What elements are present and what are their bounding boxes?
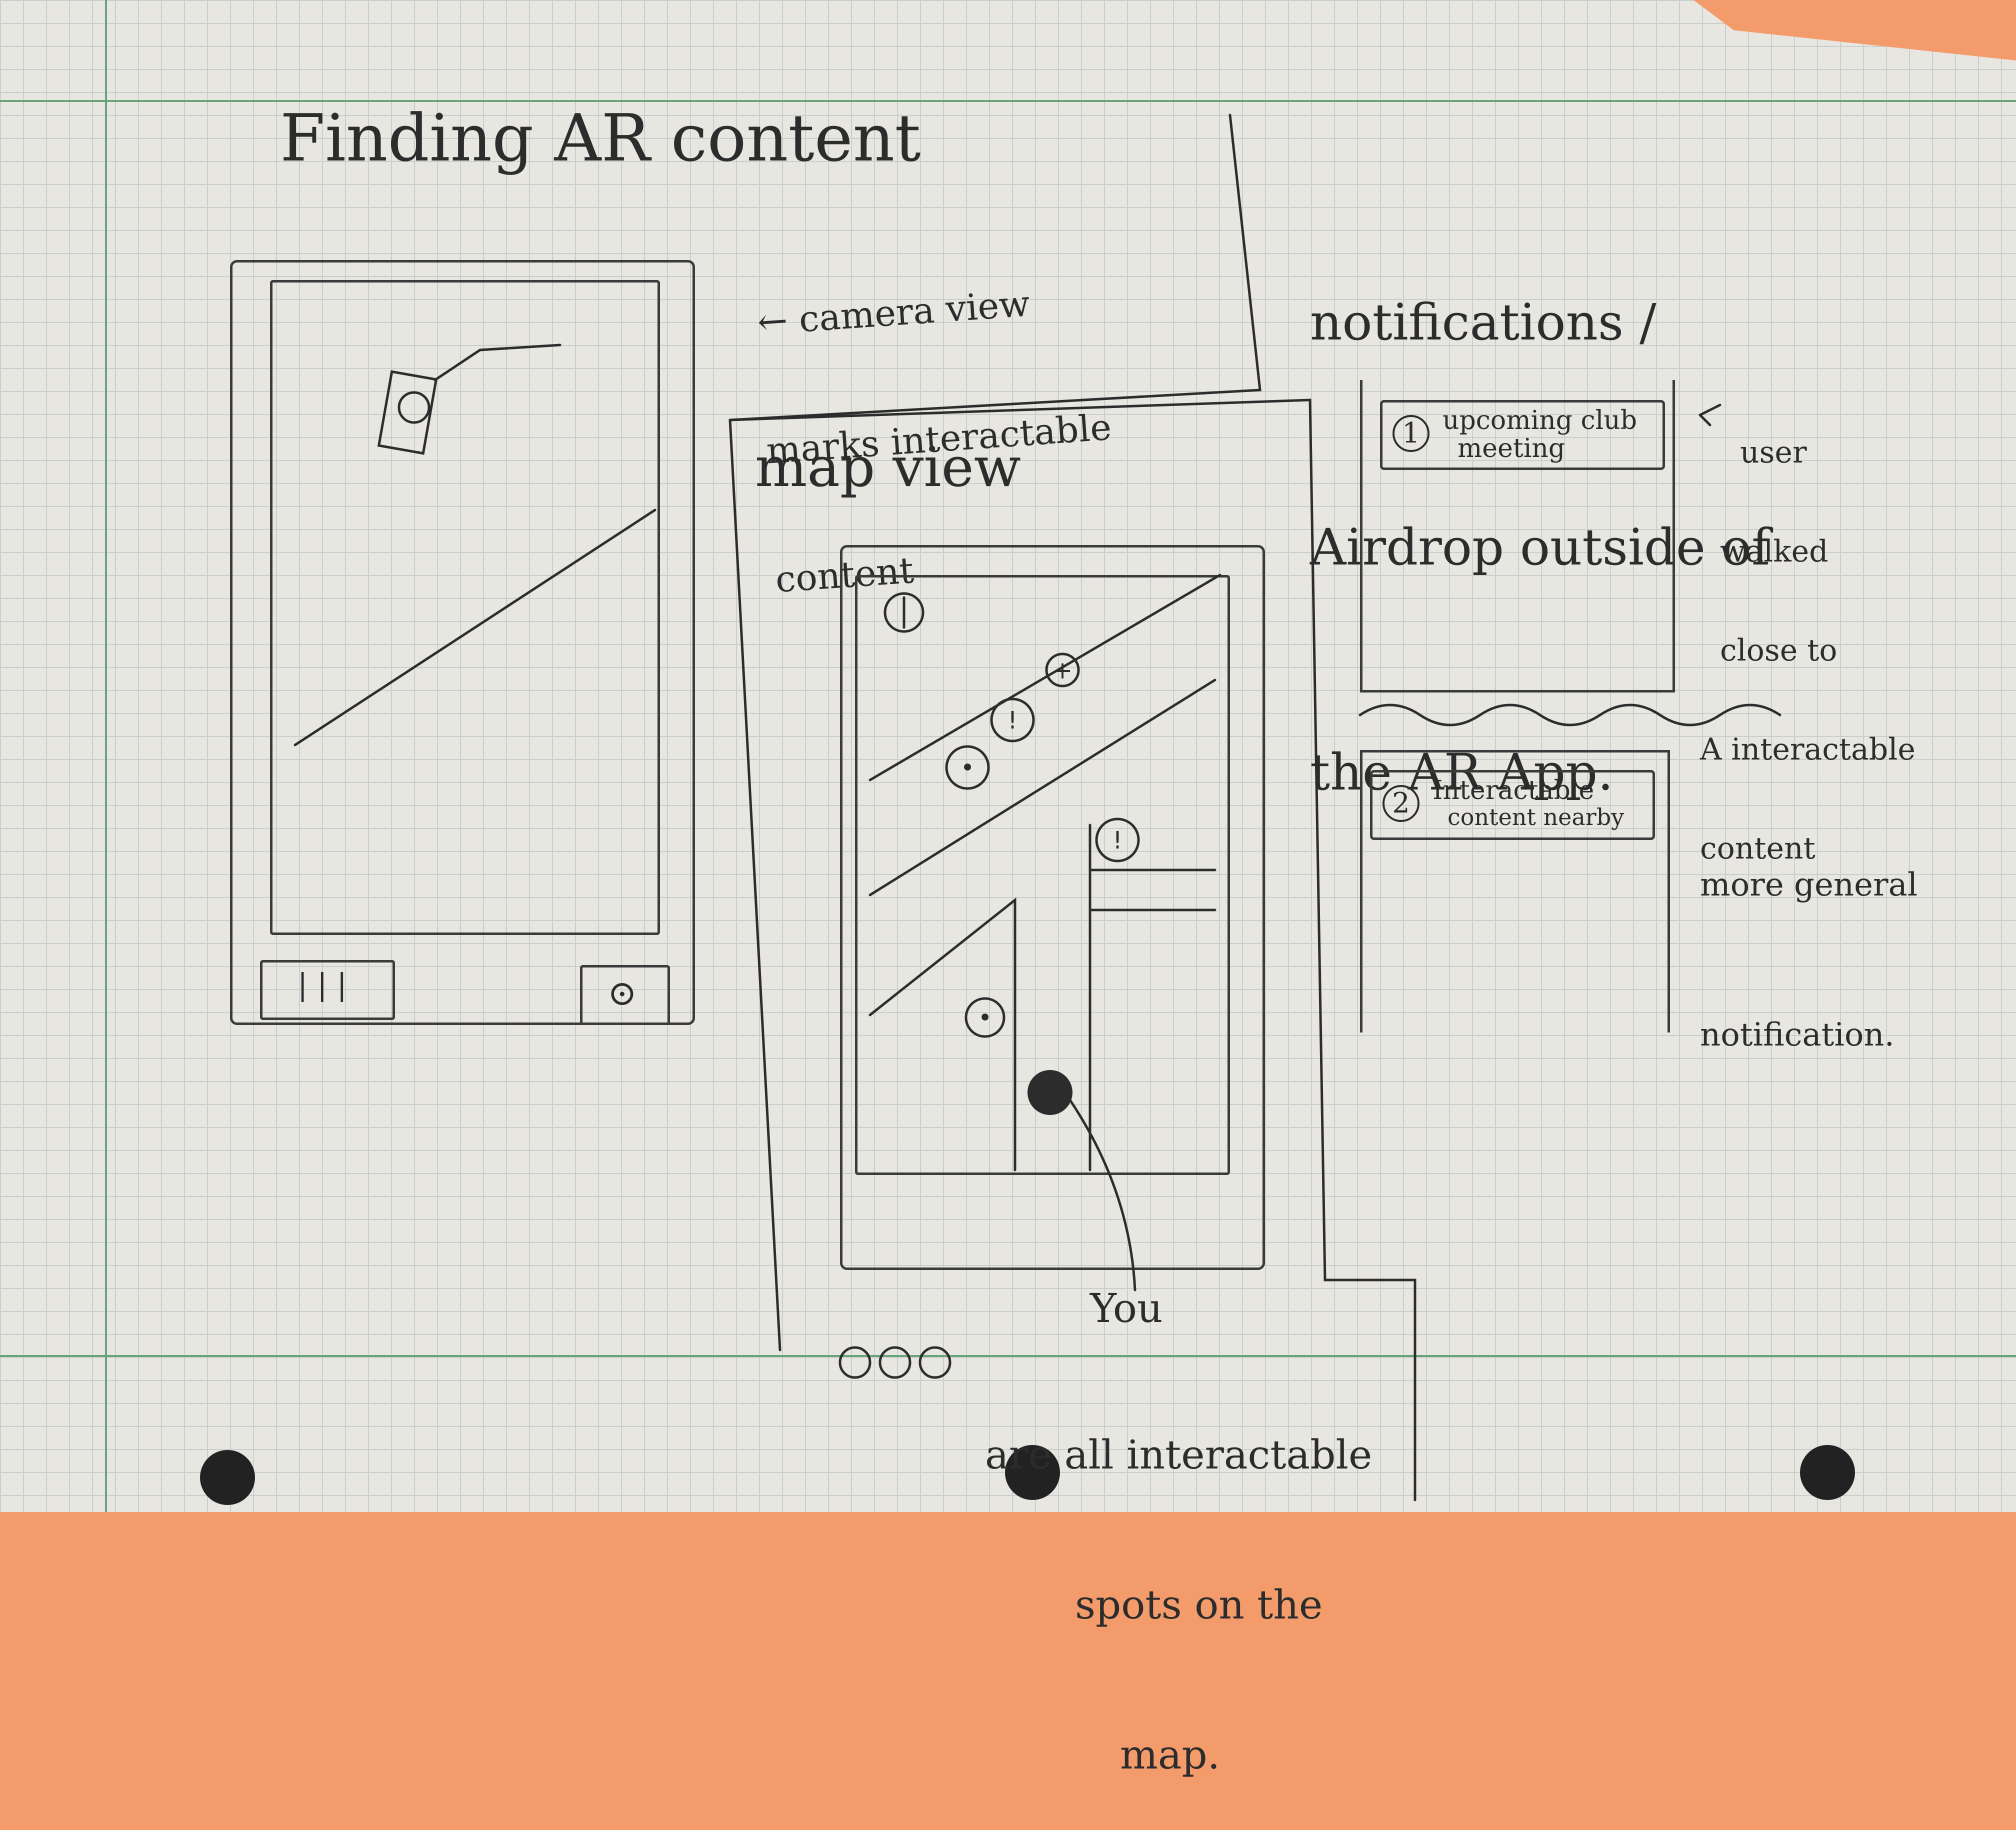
notification-text-2b: content nearby <box>1448 804 1624 830</box>
legend-icon-2 <box>878 1346 912 1379</box>
you-leader-line <box>1068 1098 1136 1292</box>
page-title: Finding AR content <box>280 100 921 176</box>
bottom-margin-line <box>0 1355 2016 1357</box>
notification-1-note-line-3: close to <box>1720 633 1838 668</box>
notification-text-1b: meeting <box>1458 434 1566 464</box>
camera-ar-marker-card <box>377 370 438 455</box>
notification-1-note-line-1: user <box>1740 435 1807 470</box>
map-section-divider <box>728 398 1416 1502</box>
map-markers[interactable] <box>945 652 1140 1038</box>
map-marker-plus <box>1045 652 1080 688</box>
map-road-middle <box>868 678 1216 896</box>
notification-2-note: more general notification. <box>1700 760 1918 1110</box>
map-marker-plus-symbol: + <box>1052 656 1072 684</box>
camera-ar-marker-leader <box>434 344 562 382</box>
notification-badge-2: 2 <box>1382 785 1420 822</box>
map-road-branch <box>868 897 1016 1172</box>
map-legend-line-3: map. <box>1120 1732 1220 1778</box>
menu-dots-icon: | | | <box>298 968 347 1002</box>
map-road-upper <box>868 574 1222 782</box>
top-margin-line <box>0 100 2016 102</box>
camera-view-screen <box>270 280 660 935</box>
camera-location-button[interactable]: ⊙ <box>580 965 670 1025</box>
map-legend-line-1: are all interactable <box>985 1432 1372 1478</box>
camera-ar-marker-icon <box>398 391 430 424</box>
camera-menu-button[interactable]: | | | <box>260 960 395 1020</box>
map-marker-alert-2-symbol: ! <box>1112 826 1122 854</box>
notification-banner-2[interactable]: 2 Interactable content nearby <box>1370 770 1655 840</box>
notification-1-note-line-5: content <box>1700 831 1816 866</box>
notification-1-note-line-4: A interactable <box>1700 732 1916 767</box>
sketch-strokes: + ! • ! • <box>294 114 1782 1502</box>
map-view-screen <box>855 575 1230 1175</box>
map-marker-dot-1 <box>945 745 990 790</box>
punch-hole-left <box>200 1450 255 1505</box>
camera-section-divider <box>728 114 1262 422</box>
legend-icon-1 <box>838 1346 872 1379</box>
map-view-label: map view <box>755 435 1021 499</box>
notification-screen-2 <box>1360 750 1670 1032</box>
punch-hole-right <box>1800 1445 1855 1500</box>
left-of-map-divider <box>728 418 782 1352</box>
legend-icon-3 <box>918 1346 952 1379</box>
punch-hole-middle <box>1005 1445 1060 1500</box>
notifications-heading-line-1: notifications / <box>1310 293 1656 352</box>
notification-1-note-line-2: walked <box>1720 534 1828 569</box>
notification-banner-1[interactable]: 1 upcoming club meeting <box>1380 400 1665 470</box>
wavy-separator <box>1358 704 1782 726</box>
notification-text-2a: Interactable <box>1432 776 1594 806</box>
you-location-marker <box>1028 1070 1072 1115</box>
left-margin-line <box>105 0 107 1512</box>
notification-2-note-line-2: notification. <box>1700 1016 1894 1054</box>
notification-1-note: user walked close to A interactable cont… <box>1700 370 1916 898</box>
location-pin-icon: ⊙ <box>608 972 637 1014</box>
map-marker-alert-symbol: ! <box>1008 706 1017 734</box>
camera-view-phone <box>230 260 695 1025</box>
you-label: You <box>1090 1285 1163 1332</box>
map-marker-dot-1-symbol: • <box>960 754 974 782</box>
notification-badge-1: 1 <box>1392 415 1430 452</box>
map-marker-dot-2 <box>964 997 1006 1038</box>
notification-text-1a: upcoming club <box>1442 406 1637 436</box>
camera-horizon-line <box>294 508 656 746</box>
map-marker-alert-2 <box>1095 818 1140 862</box>
paper-sheet <box>0 0 2016 1512</box>
map-marker-dot-2-symbol: • <box>978 1004 992 1032</box>
map-marker-alert <box>990 698 1035 742</box>
map-legend-line-2: spots on the <box>1075 1582 1323 1628</box>
notification-2-note-line-1: more general <box>1700 866 1918 904</box>
notification-screen-1 <box>1360 380 1675 692</box>
notification-1-arrow <box>1698 404 1722 426</box>
map-view-phone <box>840 545 1265 1270</box>
map-compass-icon <box>884 592 924 633</box>
